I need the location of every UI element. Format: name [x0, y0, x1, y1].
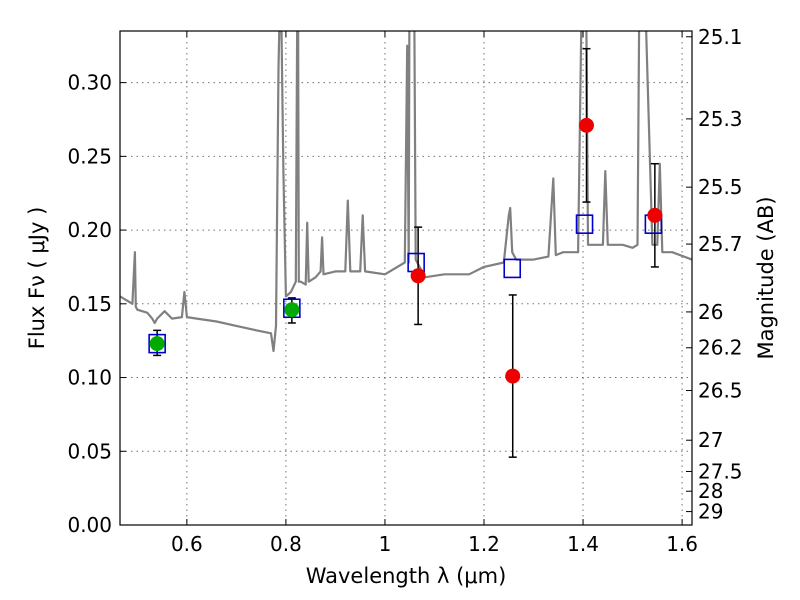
- y-tick-label: 0.00: [67, 513, 112, 537]
- model-photometry-point: [575, 214, 594, 234]
- y2-tick-label: 26: [698, 300, 723, 324]
- y2-tick-label: 25.7: [698, 232, 743, 256]
- y-tick-label: 0.05: [67, 439, 112, 463]
- plot-frame: [119, 30, 693, 526]
- y2-tick-label: 26.5: [698, 379, 743, 403]
- x-axis-label: Wavelength λ (μm): [306, 564, 507, 588]
- x-tick-label: 1: [379, 532, 392, 556]
- x-tick-label: 0.8: [270, 532, 302, 556]
- observed-point: [505, 368, 521, 384]
- y2-tick-label: 27.5: [698, 459, 743, 483]
- y2-tick-label: 25.1: [698, 25, 743, 49]
- model-photometry-point: [283, 298, 301, 319]
- y-tick-label: 0.10: [67, 366, 112, 390]
- y-axis-label: Flux Fν ( μJy ): [25, 207, 49, 350]
- y-tick-label: 0.20: [67, 218, 112, 242]
- y-tick-label: 0.30: [67, 71, 112, 95]
- y2-tick-label: 28: [698, 479, 723, 503]
- x-tick-label: 0.6: [171, 532, 203, 556]
- x-tick-label: 1.2: [468, 532, 500, 556]
- model-photometry-point: [503, 258, 522, 279]
- y-tick-label: 0.25: [67, 144, 112, 168]
- observed-point: [647, 207, 663, 223]
- axes: 0.6 0.8 1 1.2 1.4 1.6 0.00 0.05 0.10 0.15 0.20 0.25…: [67, 25, 742, 556]
- observed-point: [410, 268, 426, 284]
- y-tick-label: 0.15: [67, 292, 112, 316]
- y2-axis-label: Magnitude (AB): [754, 196, 778, 359]
- observed-point: [284, 302, 300, 318]
- y2-tick-label: 27: [698, 428, 723, 452]
- y2-tick-label: 29: [698, 500, 723, 524]
- model-photometry-point: [148, 333, 166, 354]
- sed-line: [120, 31, 692, 353]
- x-tick-label: 1.6: [666, 532, 698, 556]
- y2-tick-label: 26.2: [698, 336, 743, 360]
- y2-tick-label: 25.5: [698, 175, 743, 199]
- observed-point: [579, 117, 595, 133]
- y2-tick-label: 25.3: [698, 107, 743, 131]
- observed-point: [149, 336, 165, 352]
- plot-data: [120, 31, 692, 458]
- x-tick-label: 1.4: [567, 532, 599, 556]
